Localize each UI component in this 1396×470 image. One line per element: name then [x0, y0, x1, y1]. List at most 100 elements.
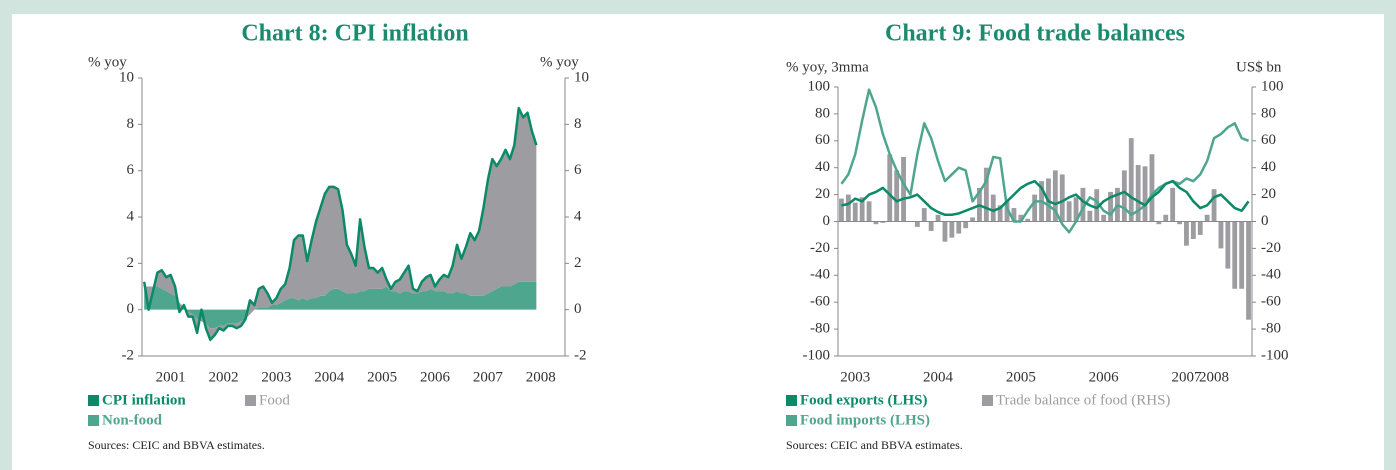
bar — [914, 221, 920, 227]
y2-tick-label: -60 — [1261, 294, 1281, 310]
bar — [935, 214, 941, 222]
bar — [1170, 187, 1176, 222]
bar — [997, 205, 1003, 222]
bar — [1184, 221, 1189, 246]
bar — [1073, 197, 1079, 222]
x-tick-label: 2006 — [1089, 369, 1120, 385]
bar — [1142, 166, 1148, 222]
y-tick-label: -100 — [803, 347, 831, 363]
bar — [1094, 189, 1100, 222]
y2-tick-label: -40 — [1261, 267, 1281, 283]
x-tick-label: 2001 — [156, 369, 186, 385]
bar — [880, 221, 886, 223]
bar — [1018, 214, 1024, 222]
y-axis-label: % yoy — [88, 54, 127, 70]
bar — [1011, 208, 1017, 222]
y-tick-label: -2 — [122, 347, 135, 363]
y-tick-label: -80 — [810, 321, 830, 337]
bar — [866, 201, 872, 222]
y-tick-label: 4 — [127, 208, 135, 224]
x-tick-label: 2004 — [314, 369, 345, 385]
bar — [1232, 221, 1238, 289]
y2-tick-label: 0 — [1261, 213, 1269, 229]
line — [840, 88, 1250, 234]
y-tick-label: 100 — [808, 78, 831, 94]
bar — [956, 221, 962, 234]
y2-tick-label: 6 — [574, 162, 582, 178]
bar — [970, 217, 975, 222]
bar — [859, 197, 865, 222]
x-tick-label: 2007 — [1171, 369, 1202, 385]
x-tick-label: 2003 — [261, 369, 291, 385]
bar — [1121, 170, 1127, 222]
source-note: Sources: CEIC and BBVA estimates. — [88, 438, 265, 452]
y2-tick-label: -100 — [1261, 347, 1289, 363]
bar — [1211, 189, 1217, 222]
bar — [1025, 218, 1031, 222]
bar — [1052, 170, 1058, 222]
bar — [942, 221, 948, 242]
y2-axis-label: % yoy — [540, 54, 579, 70]
y2-tick-label: 20 — [1261, 186, 1276, 202]
line — [142, 106, 538, 342]
bar — [949, 221, 955, 238]
legend-label: Food exports (LHS) — [800, 392, 928, 408]
bar — [921, 208, 927, 222]
bar — [1087, 210, 1093, 222]
y2-tick-label: 0 — [574, 301, 582, 317]
x-tick-label: 2005 — [367, 369, 397, 385]
legend-swatch — [245, 395, 256, 406]
legend-swatch — [786, 415, 797, 426]
legend-swatch — [786, 395, 797, 406]
bar — [1177, 221, 1182, 225]
bar — [1135, 165, 1141, 222]
y-tick-label: 10 — [119, 69, 134, 85]
bar — [1197, 221, 1203, 235]
y-tick-label: 80 — [815, 105, 830, 121]
bar — [1080, 187, 1086, 222]
x-tick-label: 2006 — [420, 369, 451, 385]
legend-label: Food — [259, 392, 290, 408]
x-tick-label: 2005 — [1006, 369, 1036, 385]
y2-tick-label: 4 — [574, 208, 582, 224]
y-tick-label: 20 — [815, 186, 830, 202]
bar — [1004, 201, 1010, 222]
legend-label: CPI inflation — [102, 392, 186, 408]
y-tick-label: 60 — [815, 132, 830, 148]
y-tick-label: 8 — [127, 116, 135, 132]
legend-swatch — [88, 415, 99, 426]
bar — [1225, 221, 1231, 269]
bar — [1218, 221, 1224, 249]
y2-tick-label: -80 — [1261, 321, 1281, 337]
chart-title: Chart 8: CPI inflation — [241, 21, 468, 47]
y2-tick-label: 8 — [574, 116, 582, 132]
bar — [1128, 138, 1134, 222]
y-tick-label: -40 — [810, 267, 830, 283]
legend-label: Food imports (LHS) — [800, 412, 930, 428]
bar — [1239, 221, 1245, 289]
bar — [852, 202, 858, 222]
source-note: Sources: CEIC and BBVA estimates. — [786, 438, 963, 452]
bar — [873, 221, 879, 225]
y-tick-label: 2 — [127, 255, 135, 271]
y2-axis-label: US$ bn — [1236, 59, 1282, 75]
y-tick-label: 0 — [823, 213, 831, 229]
bar — [1156, 221, 1162, 225]
line — [841, 179, 1250, 217]
bar — [990, 194, 996, 222]
y-tick-label: 6 — [127, 162, 135, 178]
bar — [887, 154, 893, 222]
x-tick-label: 2003 — [840, 369, 870, 385]
y2-tick-label: 2 — [574, 255, 582, 271]
bar — [1246, 221, 1251, 320]
y2-tick-label: -2 — [574, 347, 587, 363]
bar — [1066, 201, 1072, 222]
bar — [901, 156, 906, 222]
y2-tick-label: -20 — [1261, 240, 1281, 256]
bar — [1204, 214, 1210, 222]
bar — [983, 167, 989, 222]
panel — [12, 14, 1384, 470]
y-tick-label: -60 — [810, 294, 830, 310]
